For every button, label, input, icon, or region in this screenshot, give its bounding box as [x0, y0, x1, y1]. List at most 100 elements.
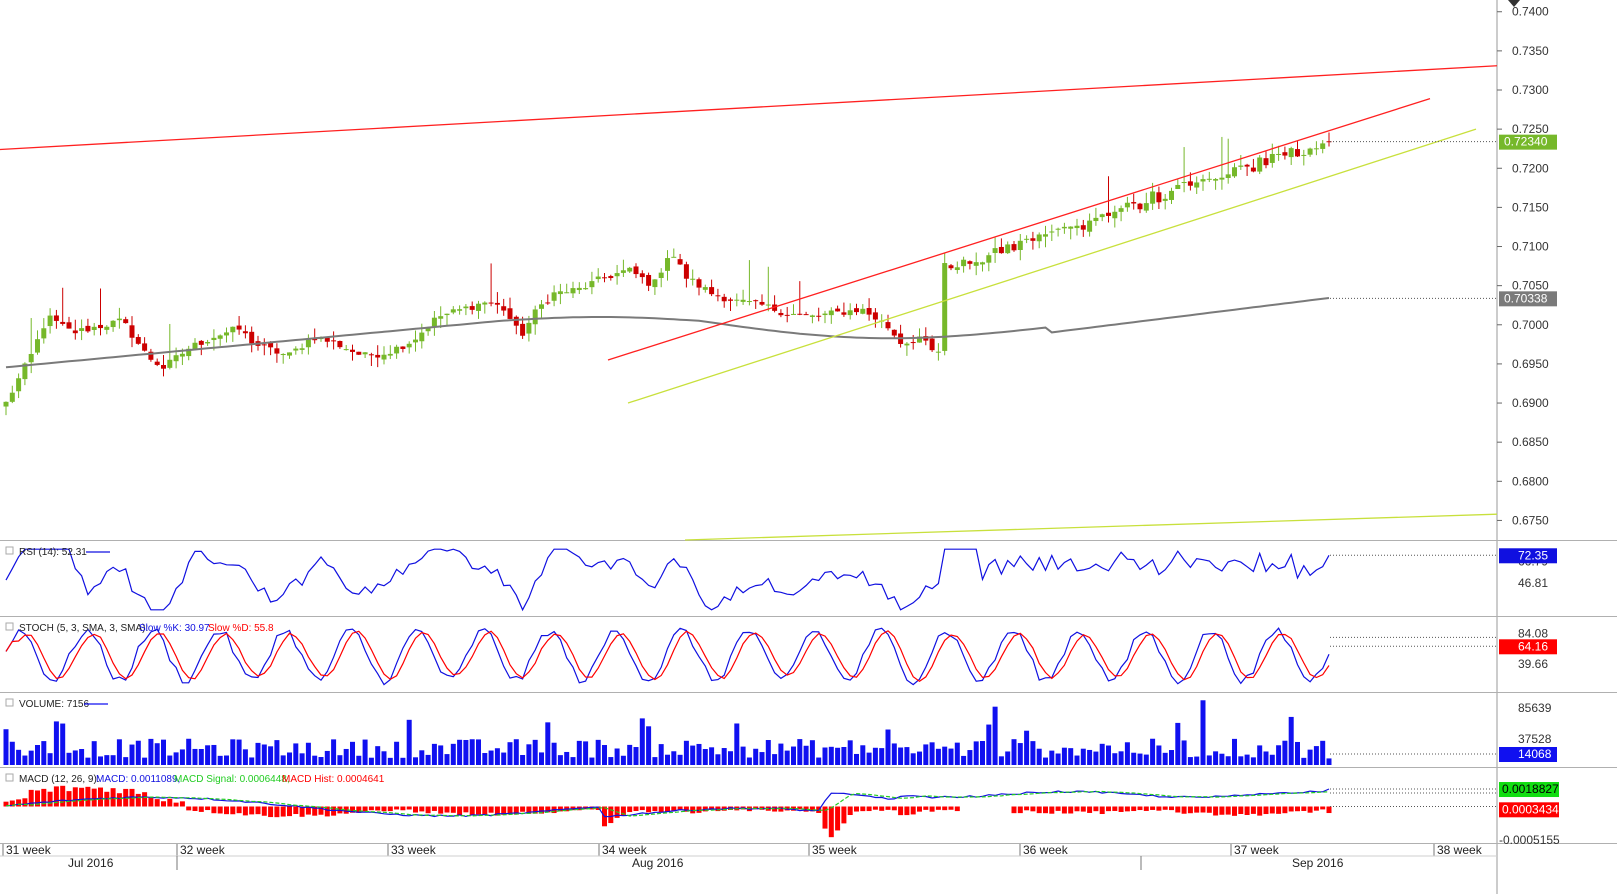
- week-label: 36 week: [1023, 843, 1069, 857]
- volume-bar: [1024, 730, 1030, 765]
- macd-hist-bar: [778, 806, 784, 812]
- candle-body: [740, 299, 746, 302]
- volume-bar: [791, 746, 796, 765]
- volume-bar: [1055, 753, 1061, 765]
- candle-body: [652, 279, 658, 288]
- macd-hist-bar: [1244, 806, 1250, 815]
- week-label: 33 week: [391, 843, 437, 857]
- candle-body: [161, 365, 166, 369]
- stoch-collapse-icon: [5, 622, 14, 631]
- macd-hist-bar: [293, 806, 299, 815]
- candle-body: [935, 351, 941, 353]
- candle-body: [387, 353, 393, 356]
- volume-bar: [299, 753, 305, 765]
- volume-bar: [375, 746, 381, 765]
- macd-hist-bar: [1320, 806, 1326, 810]
- week-label: 32 week: [180, 843, 226, 857]
- macd-hist-bar: [413, 806, 418, 813]
- candle-body: [457, 309, 463, 311]
- macd-hist-bar: [935, 806, 941, 810]
- volume-bar: [1011, 739, 1017, 765]
- candle-body: [513, 316, 519, 326]
- volume-bar: [772, 754, 778, 765]
- volume-bar: [967, 750, 973, 765]
- candle-body: [142, 343, 148, 351]
- volume-bar: [161, 739, 166, 765]
- candle-body: [186, 348, 192, 357]
- macd-hist-bar: [797, 806, 803, 810]
- macd-hist-bar: [161, 801, 166, 807]
- volume-bar: [148, 738, 154, 765]
- candle-body: [822, 313, 828, 316]
- volume-bar: [419, 750, 425, 765]
- macd-value-box: [1499, 782, 1559, 798]
- macd-hist-bar: [1043, 806, 1048, 814]
- candle-body: [413, 339, 418, 343]
- macd-hist-bar: [1250, 806, 1256, 814]
- macd-hist-bar: [53, 786, 59, 807]
- candle-body: [274, 348, 280, 354]
- volume-bar: [91, 741, 97, 765]
- macd-legend-prefix: MACD (12, 26, 9):: [19, 774, 100, 785]
- volume-bar: [368, 757, 374, 765]
- candle-body: [1187, 181, 1193, 186]
- week-label: 38 week: [1437, 843, 1483, 857]
- macd-hist-bar: [482, 806, 488, 815]
- candle-body: [1074, 225, 1080, 229]
- candle-body: [1200, 179, 1206, 182]
- candle-body: [129, 325, 135, 338]
- candle-body: [1232, 167, 1237, 177]
- volume-bar: [230, 739, 236, 765]
- volume-bar: [715, 754, 721, 765]
- candle-body: [198, 340, 204, 345]
- candle-body: [438, 316, 444, 319]
- volume-bar: [1143, 754, 1149, 765]
- candle-body: [224, 332, 229, 336]
- volume-bar: [236, 739, 242, 765]
- volume-bar: [778, 743, 784, 765]
- price-tick-label: 0.6750: [1512, 513, 1549, 527]
- candle-body: [60, 321, 66, 324]
- macd-hist-bar: [318, 806, 324, 815]
- macd-hist-bar: [1282, 806, 1288, 814]
- volume-bar: [1093, 751, 1099, 765]
- volume-bar: [759, 752, 765, 765]
- macd-hist-bar: [784, 806, 790, 811]
- macd-hist-bar: [1219, 806, 1225, 815]
- volume-bar: [879, 748, 885, 765]
- rsi-legend-name: RSI (14): 52.31: [19, 547, 87, 558]
- volume-bar: [860, 745, 866, 765]
- candle-body: [665, 258, 670, 271]
- macd-tick-label: -0.0005155: [1499, 833, 1560, 847]
- macd-hist-bar: [671, 806, 677, 812]
- volume-bar: [274, 740, 280, 765]
- volume-bar: [350, 741, 355, 765]
- volume-bar: [242, 749, 248, 765]
- volume-bar: [620, 755, 626, 765]
- macd-hist-bar: [9, 800, 15, 807]
- volume-bar: [1244, 754, 1250, 765]
- candle-body: [608, 276, 614, 279]
- volume-bar: [1005, 751, 1011, 765]
- volume-tick-label: 37528: [1518, 732, 1552, 746]
- volume-bar: [917, 751, 922, 765]
- macd-hist-bar: [1099, 806, 1105, 815]
- stoch-legend-k: Slow %K: 30.97: [139, 623, 210, 634]
- candle-body: [287, 352, 292, 356]
- macd-hist-bar: [16, 799, 22, 807]
- volume-bar: [1112, 753, 1118, 765]
- macd-hist-bar: [494, 806, 500, 816]
- volume-bar: [318, 757, 324, 765]
- chart-menu-arrow-icon[interactable]: [1508, 0, 1520, 7]
- macd-hist-bar: [860, 806, 866, 812]
- candle-body: [620, 270, 626, 273]
- candle-body: [268, 342, 274, 348]
- candle-body: [261, 344, 267, 346]
- volume-bar: [753, 748, 759, 765]
- volume-bar: [526, 744, 532, 765]
- macd-hist-bar: [822, 806, 828, 829]
- candle-body: [545, 302, 551, 304]
- volume-bar: [973, 741, 979, 765]
